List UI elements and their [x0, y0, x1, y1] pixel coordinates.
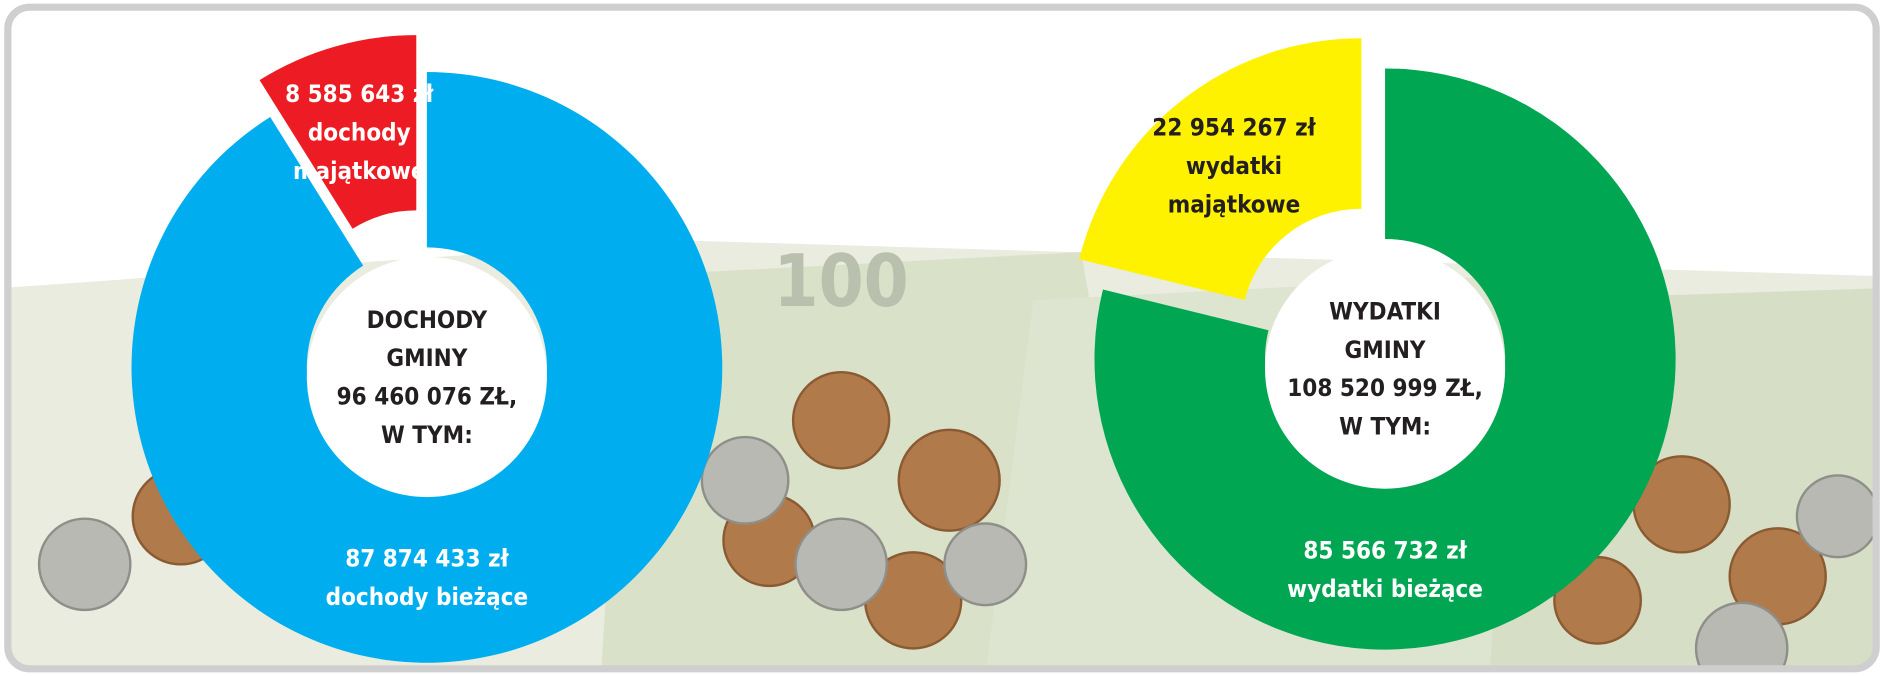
category-label: wydatki bieżące [1287, 569, 1483, 607]
center-text: W TYM: [1339, 407, 1431, 445]
value-label: 8 585 643 zł [285, 74, 433, 112]
category-label: wydatki majątkowe [1132, 147, 1336, 224]
center-text: W TYM: [381, 415, 473, 453]
infographic: 100 87 874 433 złdochody bieżące 8 585 64… [0, 0, 1884, 676]
center-text: DOCHODY [367, 300, 487, 338]
value-label: 87 874 433 zł [345, 539, 508, 577]
center-text: 108 520 999 ZŁ, [1287, 369, 1483, 407]
value-label: 22 954 267 zł [1152, 109, 1315, 147]
value-label: 85 566 732 zł [1303, 531, 1466, 569]
center-text: 96 460 076 ZŁ, [337, 377, 518, 415]
center-text: WYDATKI [1329, 292, 1441, 330]
center-text: GMINY [386, 339, 467, 377]
center-text: GMINY [1345, 330, 1426, 368]
svg-text:100: 100 [773, 239, 908, 323]
category-label: dochody bieżące [326, 578, 529, 616]
category-label: dochody majątkowe [257, 113, 461, 190]
